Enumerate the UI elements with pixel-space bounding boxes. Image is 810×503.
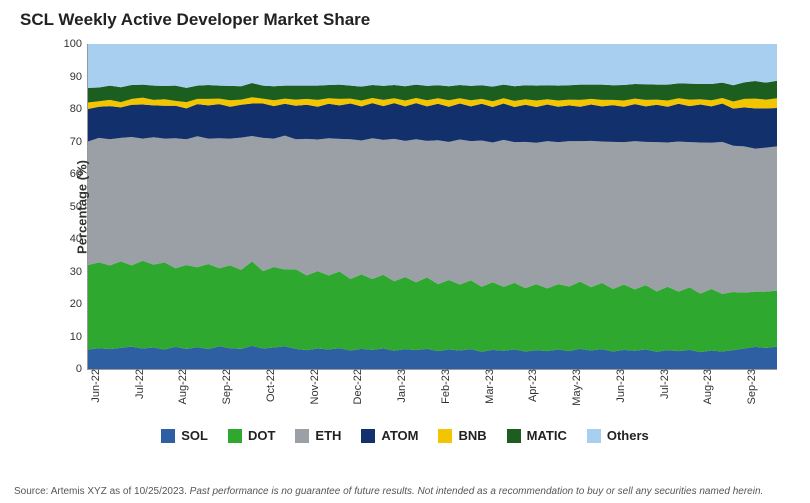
- source-footnote: Source: Artemis XYZ as of 10/25/2023. Pa…: [14, 486, 763, 497]
- x-tick: Jan-23: [392, 369, 408, 403]
- legend-swatch: [587, 429, 601, 443]
- legend-swatch: [361, 429, 375, 443]
- legend-swatch: [507, 429, 521, 443]
- legend-swatch: [161, 429, 175, 443]
- y-tick: 70: [70, 136, 88, 148]
- legend-label: MATIC: [527, 428, 567, 443]
- stacked-area-svg: [88, 44, 777, 369]
- legend-item-atom: ATOM: [361, 428, 418, 443]
- y-tick: 20: [70, 298, 88, 310]
- y-tick: 90: [70, 71, 88, 83]
- y-tick: 80: [70, 103, 88, 115]
- y-tick: 100: [64, 38, 88, 50]
- series-others: [88, 44, 777, 88]
- y-tick: 10: [70, 331, 88, 343]
- x-tick: Oct-22: [261, 369, 277, 402]
- legend-label: ATOM: [381, 428, 418, 443]
- legend-item-bnb: BNB: [438, 428, 486, 443]
- x-tick: Feb-23: [436, 369, 452, 404]
- legend-item-matic: MATIC: [507, 428, 567, 443]
- x-tick: Aug-22: [173, 369, 189, 404]
- y-tick: 50: [70, 201, 88, 213]
- x-tick: Jul-22: [130, 369, 146, 399]
- legend-item-others: Others: [587, 428, 649, 443]
- x-tick: Nov-22: [305, 369, 321, 404]
- legend-item-sol: SOL: [161, 428, 208, 443]
- plot-region: Percentage (%) 0102030405060708090100Jun…: [87, 44, 777, 370]
- y-tick: 30: [70, 266, 88, 278]
- x-tick: Aug-23: [698, 369, 714, 404]
- legend: SOL DOT ETH ATOM BNB MATIC Others: [18, 428, 792, 443]
- x-tick: Apr-23: [523, 369, 539, 402]
- chart-title: SCL Weekly Active Developer Market Share: [20, 10, 792, 30]
- x-tick: Mar-23: [480, 369, 496, 404]
- legend-item-eth: ETH: [295, 428, 341, 443]
- legend-label: ETH: [315, 428, 341, 443]
- x-tick: Sep-22: [217, 369, 233, 404]
- x-tick: Jun-22: [86, 369, 102, 403]
- y-tick: 40: [70, 233, 88, 245]
- legend-swatch: [295, 429, 309, 443]
- source-disclaimer: Past performance is no guarantee of futu…: [190, 486, 764, 497]
- source-text: Source: Artemis XYZ as of 10/25/2023.: [14, 486, 190, 497]
- legend-label: SOL: [181, 428, 208, 443]
- legend-label: BNB: [458, 428, 486, 443]
- x-tick: Jul-23: [655, 369, 671, 399]
- x-tick: Jun-23: [611, 369, 627, 403]
- legend-swatch: [228, 429, 242, 443]
- legend-item-dot: DOT: [228, 428, 275, 443]
- legend-swatch: [438, 429, 452, 443]
- chart-area: Percentage (%) 0102030405060708090100Jun…: [25, 36, 785, 426]
- x-tick: Sep-23: [742, 369, 758, 404]
- legend-label: Others: [607, 428, 649, 443]
- y-tick: 60: [70, 168, 88, 180]
- x-tick: Dec-22: [348, 369, 364, 404]
- x-tick: May-23: [567, 369, 583, 406]
- legend-label: DOT: [248, 428, 275, 443]
